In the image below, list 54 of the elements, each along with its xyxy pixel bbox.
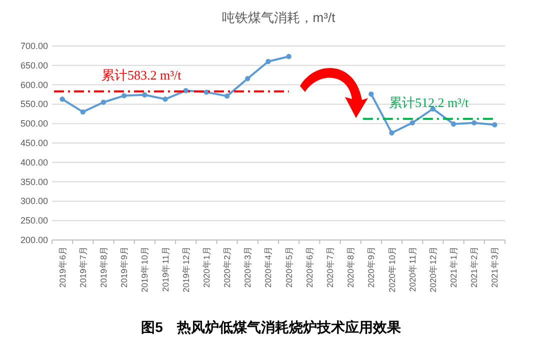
y-tick-label: 500.00 — [20, 118, 48, 129]
ref-line-label: 累计583.2 m³/t — [102, 67, 182, 82]
y-tick-label: 300.00 — [20, 196, 48, 206]
point — [266, 58, 271, 64]
x-tick-label: 2020年5月 — [284, 246, 294, 288]
y-tick-label: 550.00 — [20, 99, 48, 110]
x-tick-label: 2019年12月 — [180, 246, 191, 292]
point — [492, 122, 498, 128]
x-tick-label: 2020年7月 — [324, 246, 335, 288]
x-tick-label: 2020年12月 — [428, 246, 438, 292]
x-tick-label: 2020年4月 — [263, 246, 274, 288]
point — [410, 120, 415, 126]
x-tick-label: 2020年8月 — [346, 246, 356, 288]
y-tick-label: 650.00 — [20, 60, 48, 70]
point — [183, 88, 188, 94]
y-tick-label: 450.00 — [20, 138, 48, 148]
x-tick-label: 2019年8月 — [98, 246, 108, 288]
x-tick-label: 2019年6月 — [57, 246, 68, 288]
y-tick-label: 350.00 — [20, 176, 48, 187]
y-tick-label: 200.00 — [20, 235, 48, 245]
point — [162, 96, 168, 102]
x-tick-label: 2020年2月 — [222, 246, 232, 288]
point — [472, 120, 477, 126]
x-tick-label: 2020年3月 — [242, 246, 253, 288]
y-tick-label: 400.00 — [20, 157, 48, 168]
point — [389, 130, 394, 136]
chart-title: 吨铁煤气消耗，m³/t — [222, 10, 336, 25]
point — [245, 76, 250, 82]
x-tick-label: 2020年11月 — [407, 246, 418, 292]
point — [121, 93, 127, 98]
x-tick-label: 2021年3月 — [490, 246, 500, 288]
point — [142, 92, 148, 98]
point — [286, 54, 292, 60]
x-tick-label: 2020年1月 — [201, 246, 212, 288]
x-tick-label: 2019年10月 — [140, 246, 150, 292]
y-tick-label: 700.00 — [20, 41, 48, 51]
point — [450, 121, 456, 127]
point — [80, 109, 86, 115]
x-tick-label: 2020年10月 — [386, 246, 397, 292]
y-tick-label: 250.00 — [20, 216, 48, 226]
y-tick-label: 600.00 — [20, 80, 48, 90]
x-tick-label: 2021年2月 — [469, 246, 480, 288]
x-tick-label: 2019年7月 — [78, 246, 88, 288]
caption: 图5 热风炉低煤气消耗烧炉技术应用效果 — [141, 319, 402, 335]
point — [60, 96, 65, 102]
point — [100, 100, 106, 105]
ref-line-label: 累计512.2 m³/t — [388, 94, 470, 110]
x-tick-label: 2019年11月 — [160, 246, 170, 292]
x-tick-label: 2020年6月 — [304, 246, 314, 288]
x-tick-label: 2021年1月 — [448, 246, 459, 288]
point — [368, 92, 374, 97]
x-tick-label: 2019年9月 — [119, 246, 130, 288]
x-tick-label: 2020年9月 — [366, 246, 376, 288]
point — [224, 93, 230, 99]
